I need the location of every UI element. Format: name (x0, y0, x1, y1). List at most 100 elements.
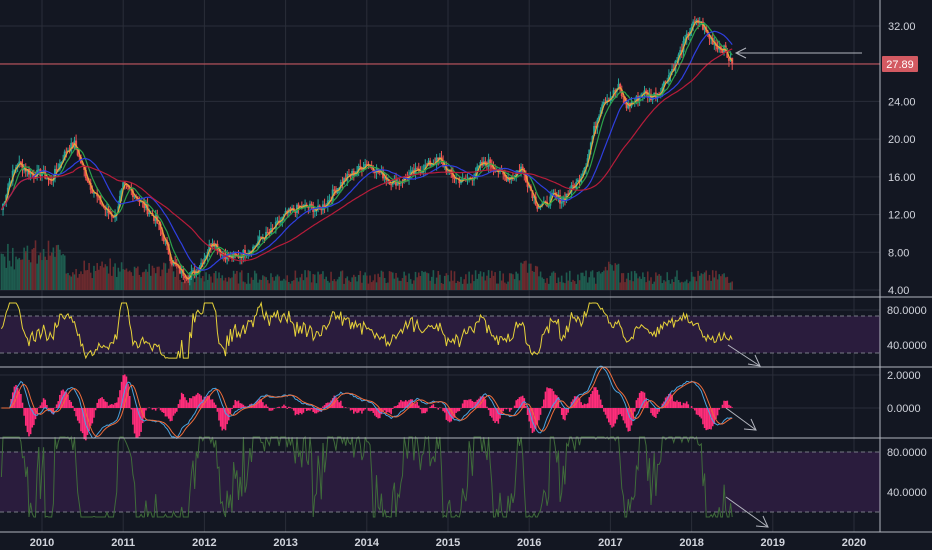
candle-body (727, 57, 730, 61)
volume-bar (526, 272, 529, 290)
time-axis[interactable]: 2010 2011 2012 2013 2014 2015 2016 2017 2018 2019… (30, 537, 866, 549)
candle-body (190, 271, 193, 275)
candle-body (99, 196, 102, 205)
candle-body (416, 168, 419, 170)
volume-bar (403, 271, 405, 290)
volume-bar (286, 275, 289, 290)
volume-bar (180, 281, 183, 290)
candle-body (594, 125, 597, 128)
volume-bar (294, 270, 297, 290)
volume-bar (469, 283, 472, 290)
volume-bar (109, 258, 112, 290)
candle-body (138, 200, 141, 202)
annotation-arrows[interactable] (725, 47, 862, 528)
volume-bar (275, 276, 277, 290)
candle-body (218, 250, 221, 252)
volume-bar (317, 271, 319, 290)
volume-bar (721, 274, 724, 290)
volume-bar (672, 281, 675, 290)
volume-bar (227, 277, 230, 290)
volume-bar (141, 272, 144, 290)
volume-bar (508, 273, 511, 290)
candle-body (364, 164, 367, 169)
volume-bar (474, 270, 477, 290)
volume-bar (695, 281, 698, 290)
volume-bar (650, 277, 652, 290)
volume-bar (31, 249, 34, 290)
volume-bar (359, 270, 362, 290)
candle-body (60, 162, 63, 164)
year-tick-label: 2019 (761, 537, 785, 549)
volume-bar (309, 271, 311, 290)
volume-bar (49, 255, 51, 290)
volume-bar (599, 273, 602, 290)
volume-bar (219, 278, 222, 290)
year-tick-label: 2020 (842, 537, 866, 549)
volume-bar (362, 275, 365, 290)
volume-bar (391, 272, 394, 290)
volume-bar (541, 277, 543, 290)
volume-bar (580, 272, 582, 290)
volume-bar (78, 273, 81, 290)
candle-body (390, 184, 393, 186)
volume-bar (236, 270, 238, 290)
volume-bar (124, 269, 126, 290)
volume-bar (195, 272, 198, 290)
volume-bar (450, 270, 453, 290)
candle-body (664, 81, 667, 83)
candle-body (531, 190, 534, 199)
volume-bar (46, 259, 48, 290)
volume-bar (223, 280, 225, 290)
candle-body (560, 202, 563, 204)
year-tick-label: 2012 (192, 537, 216, 549)
grid-lines (0, 0, 880, 532)
candle-body (208, 244, 211, 252)
candle-body (164, 240, 167, 242)
volume-bar (120, 262, 123, 290)
volume-bar (190, 273, 193, 290)
volume-bar (169, 263, 172, 290)
volume-bar (674, 276, 677, 290)
volume-bar (606, 270, 608, 290)
candle-body (6, 187, 9, 196)
volume-bar (703, 272, 706, 290)
volume-bar (560, 275, 563, 290)
candle-body (721, 49, 724, 53)
candle-body (21, 164, 24, 171)
volume-bar (437, 271, 440, 290)
candle-body (359, 165, 362, 168)
volume-bar (682, 282, 685, 290)
volume-bar (250, 277, 253, 290)
candle-body (162, 234, 165, 242)
volume-bar (125, 268, 128, 290)
volume-bar (598, 271, 600, 290)
volume-bar (167, 268, 170, 290)
volume-bar (711, 270, 714, 290)
stoch-arrow[interactable] (725, 496, 769, 528)
volume-bar (419, 275, 422, 290)
volume-bar (414, 271, 417, 290)
volume-bar (424, 271, 427, 290)
volume-bar (323, 279, 326, 290)
volume-bar (206, 279, 209, 290)
candle-body (484, 161, 487, 165)
indicator-axes[interactable]: 80.0000 40.0000 2.0000 0.0000 80.0000 40.0000 (887, 305, 927, 499)
volume-bar (252, 279, 254, 290)
candle-body (372, 168, 375, 173)
volume-bar (573, 281, 576, 290)
candle-body (122, 182, 125, 190)
volume-bar (232, 270, 235, 290)
volume-bar (23, 247, 25, 290)
price-arrow[interactable] (734, 47, 862, 59)
rsi-arrow[interactable] (727, 344, 761, 367)
volume-bar (552, 271, 555, 290)
macd-arrow[interactable] (725, 407, 757, 431)
volume-bar (34, 240, 37, 290)
candle-body (313, 209, 316, 212)
candle-body (169, 254, 172, 262)
candle-body (505, 176, 508, 181)
candle-body (281, 216, 284, 221)
volume-bar (200, 278, 202, 290)
candle-body (503, 174, 506, 177)
